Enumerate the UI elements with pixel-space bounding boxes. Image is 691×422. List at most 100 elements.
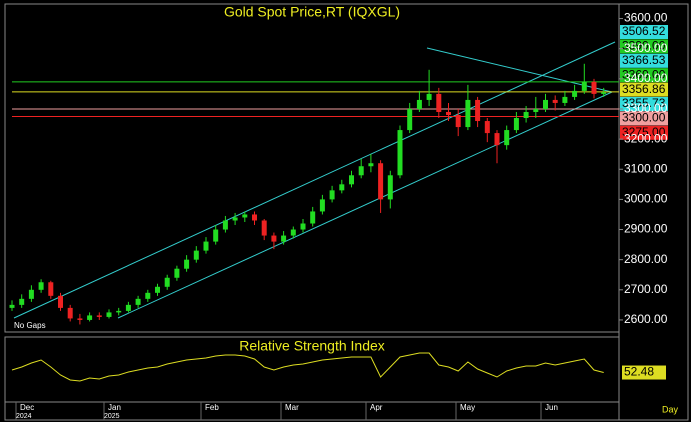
candle-body [552, 99, 558, 103]
candle-body [339, 184, 345, 191]
candle-body [242, 214, 248, 218]
level-label: 3506.52 [622, 24, 666, 38]
level-label: 3366.53 [622, 53, 666, 67]
note: No Gaps [14, 321, 46, 330]
candle-body [28, 289, 34, 299]
candle-body [271, 235, 277, 242]
candle-body [193, 250, 199, 260]
candle-body [319, 199, 325, 212]
candle-body [601, 92, 607, 94]
x-unit: Day [662, 404, 679, 414]
level-label: 3275.00 [622, 125, 666, 139]
level-box [620, 82, 668, 97]
candle-body [562, 96, 568, 103]
candle-body [96, 315, 102, 317]
level-label: 3355.73 [622, 96, 666, 110]
candle-body [135, 298, 141, 305]
candle-body [106, 312, 112, 317]
candle-body [446, 111, 451, 116]
rsi-title: Relative Strength Index [239, 338, 385, 354]
candle-body [358, 166, 364, 176]
month-label: Jan [108, 403, 121, 412]
candle-body [281, 235, 287, 242]
trendlines [13, 41, 616, 319]
triangle-line [426, 47, 613, 93]
candle-body [523, 111, 529, 119]
y-tick-label: 3500.00 [624, 41, 668, 55]
candle-body [164, 277, 170, 287]
candle-body [494, 133, 500, 146]
level-label: 3390.00 [622, 39, 666, 53]
candle-body [155, 286, 160, 293]
candle-body [19, 298, 25, 305]
candle-body [261, 220, 267, 236]
level-label: 3356.86 [622, 82, 666, 96]
candle-body [300, 223, 306, 230]
candle-body [213, 229, 219, 242]
candle-body [125, 304, 131, 311]
month-label: May [460, 403, 475, 412]
y-tick-label: 2800.00 [624, 252, 668, 266]
rsi-line [11, 352, 604, 382]
level-box [620, 25, 668, 39]
level-box [620, 97, 668, 111]
candle-body [416, 99, 422, 109]
candle-body [513, 118, 519, 131]
month-label: Dec [20, 403, 34, 412]
candle-body [9, 304, 15, 308]
level-box [620, 111, 668, 126]
candle-body [222, 220, 228, 230]
candle-body [87, 315, 93, 320]
chart-title: Gold Spot Price,RT (IQXGL) [224, 4, 400, 20]
candle-body [581, 81, 587, 91]
level-label: 3300.00 [622, 111, 666, 125]
rsi-box [622, 365, 666, 380]
candle-body [329, 190, 335, 200]
y-tick-label: 3000.00 [624, 192, 668, 206]
candle-body [455, 115, 461, 128]
candle-body [290, 229, 296, 236]
y-tick-label: 2900.00 [624, 222, 668, 236]
month-label: Apr [370, 403, 383, 412]
channel-lower [117, 91, 613, 319]
candle-body [116, 310, 122, 313]
candle-body [484, 121, 490, 134]
candle-body [591, 81, 597, 94]
candle-body [252, 214, 257, 221]
month-label: Feb [205, 403, 219, 412]
candle-body [572, 90, 578, 97]
channel-upper [13, 41, 616, 319]
y-tick-label: 3200.00 [624, 131, 668, 145]
year-label: 2024 [16, 413, 32, 420]
y-tick-label: 3100.00 [624, 161, 668, 175]
candle-body [465, 99, 471, 128]
candle-body [504, 130, 510, 146]
candle-body [475, 99, 481, 122]
candle-body [543, 99, 548, 109]
candle-body [436, 93, 442, 112]
candle-body [77, 318, 83, 320]
level-box [620, 125, 668, 140]
y-tick-label: 3400.00 [624, 71, 668, 85]
rsi-value-label: 52.48 [624, 365, 654, 379]
month-label: Jun [545, 403, 558, 412]
candle-body [203, 241, 209, 251]
candle-body [378, 163, 384, 200]
candle-body [397, 130, 403, 176]
level-label: 3360.00 [622, 67, 666, 81]
candle-body [407, 108, 413, 131]
level-box [620, 39, 668, 54]
candle-body [232, 217, 238, 221]
candle-body [387, 175, 393, 200]
candle-body [145, 292, 151, 299]
month-label: Mar [285, 403, 299, 412]
y-tick-label: 3600.00 [624, 11, 668, 25]
y-tick-label: 3300.00 [624, 101, 668, 115]
candle-body [67, 307, 73, 319]
year-label: 2025 [104, 413, 120, 420]
y-tick-label: 2600.00 [624, 312, 668, 326]
y-axis-panel [618, 3, 689, 421]
candle-body [533, 108, 539, 112]
